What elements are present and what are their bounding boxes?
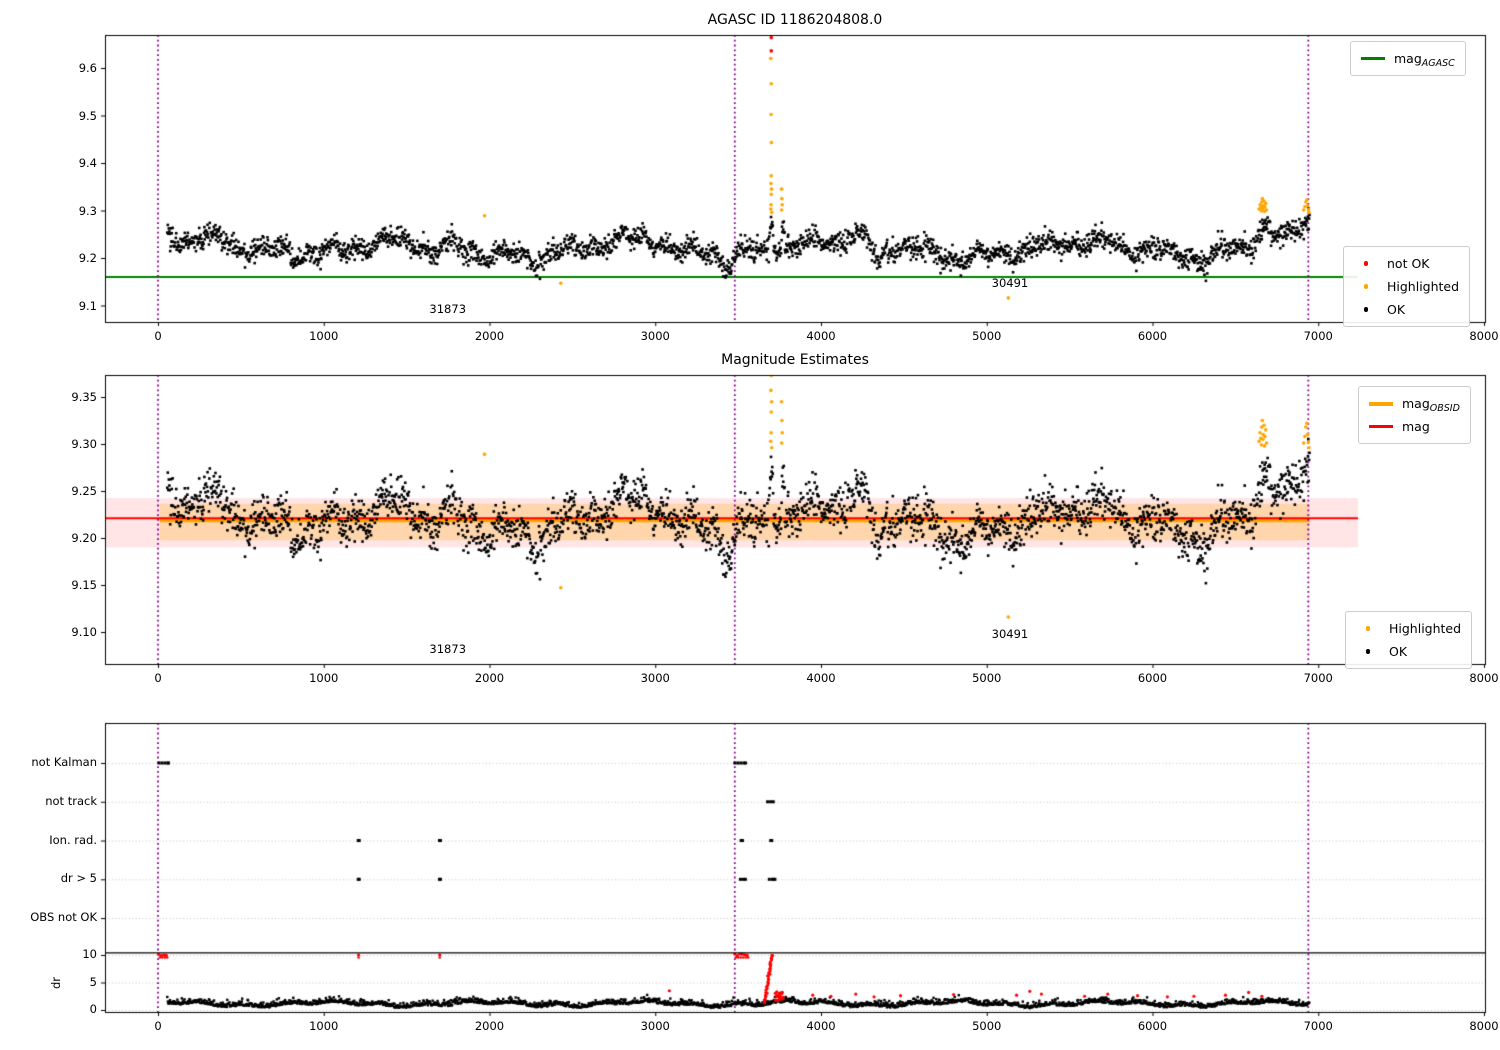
legend-label: magAGASC [1394, 51, 1455, 69]
legend-label: OK [1389, 644, 1408, 659]
green-line-sample-icon [1361, 57, 1385, 60]
legend-quality-mid: Highlighted OK [1345, 611, 1473, 669]
orange-line-sample-icon [1369, 401, 1393, 406]
legend-label: Highlighted [1389, 621, 1462, 636]
dr-axis-label: dr [49, 976, 64, 990]
red-line-sample-icon [1369, 425, 1393, 428]
legend-entry-mag-obsid: magOBSID [1369, 392, 1460, 415]
legend-mag-agasc: magAGASC [1350, 41, 1466, 76]
legend-entry-not-ok: not OK [1354, 252, 1459, 275]
orange-dot-sample-icon [1354, 284, 1378, 289]
legend-entry-mag: mag [1369, 415, 1460, 438]
legend-label: not OK [1387, 256, 1430, 271]
legend-label: Highlighted [1387, 279, 1460, 294]
plot2-title: Magnitude Estimates [721, 352, 869, 368]
legend-label: OK [1387, 302, 1406, 317]
black-dot-sample-icon [1354, 307, 1378, 312]
legend-mag-lines: magOBSID mag [1358, 386, 1471, 444]
annotation-obsid-30491-top: 30491 [991, 276, 1029, 291]
red-dot-sample-icon [1354, 261, 1378, 266]
legend-label: mag [1402, 419, 1430, 434]
legend-label: magOBSID [1402, 396, 1460, 414]
annotation-obsid-31873-top: 31873 [429, 301, 467, 316]
plot1-title: AGASC ID 1186204808.0 [707, 12, 883, 28]
legend-entry-mag-agasc: magAGASC [1361, 47, 1455, 70]
legend-entry-highlighted: Highlighted [1354, 275, 1459, 298]
legend-entry-highlighted: Highlighted [1356, 617, 1461, 640]
annotation-obsid-31873-mid: 31873 [429, 641, 467, 656]
black-dot-sample-icon [1356, 649, 1380, 654]
legend-quality-top: not OK Highlighted OK [1343, 246, 1471, 327]
legend-entry-ok: OK [1356, 640, 1461, 663]
legend-entry-ok: OK [1354, 298, 1459, 321]
orange-dot-sample-icon [1356, 626, 1380, 631]
annotation-obsid-30491-mid: 30491 [991, 626, 1029, 641]
